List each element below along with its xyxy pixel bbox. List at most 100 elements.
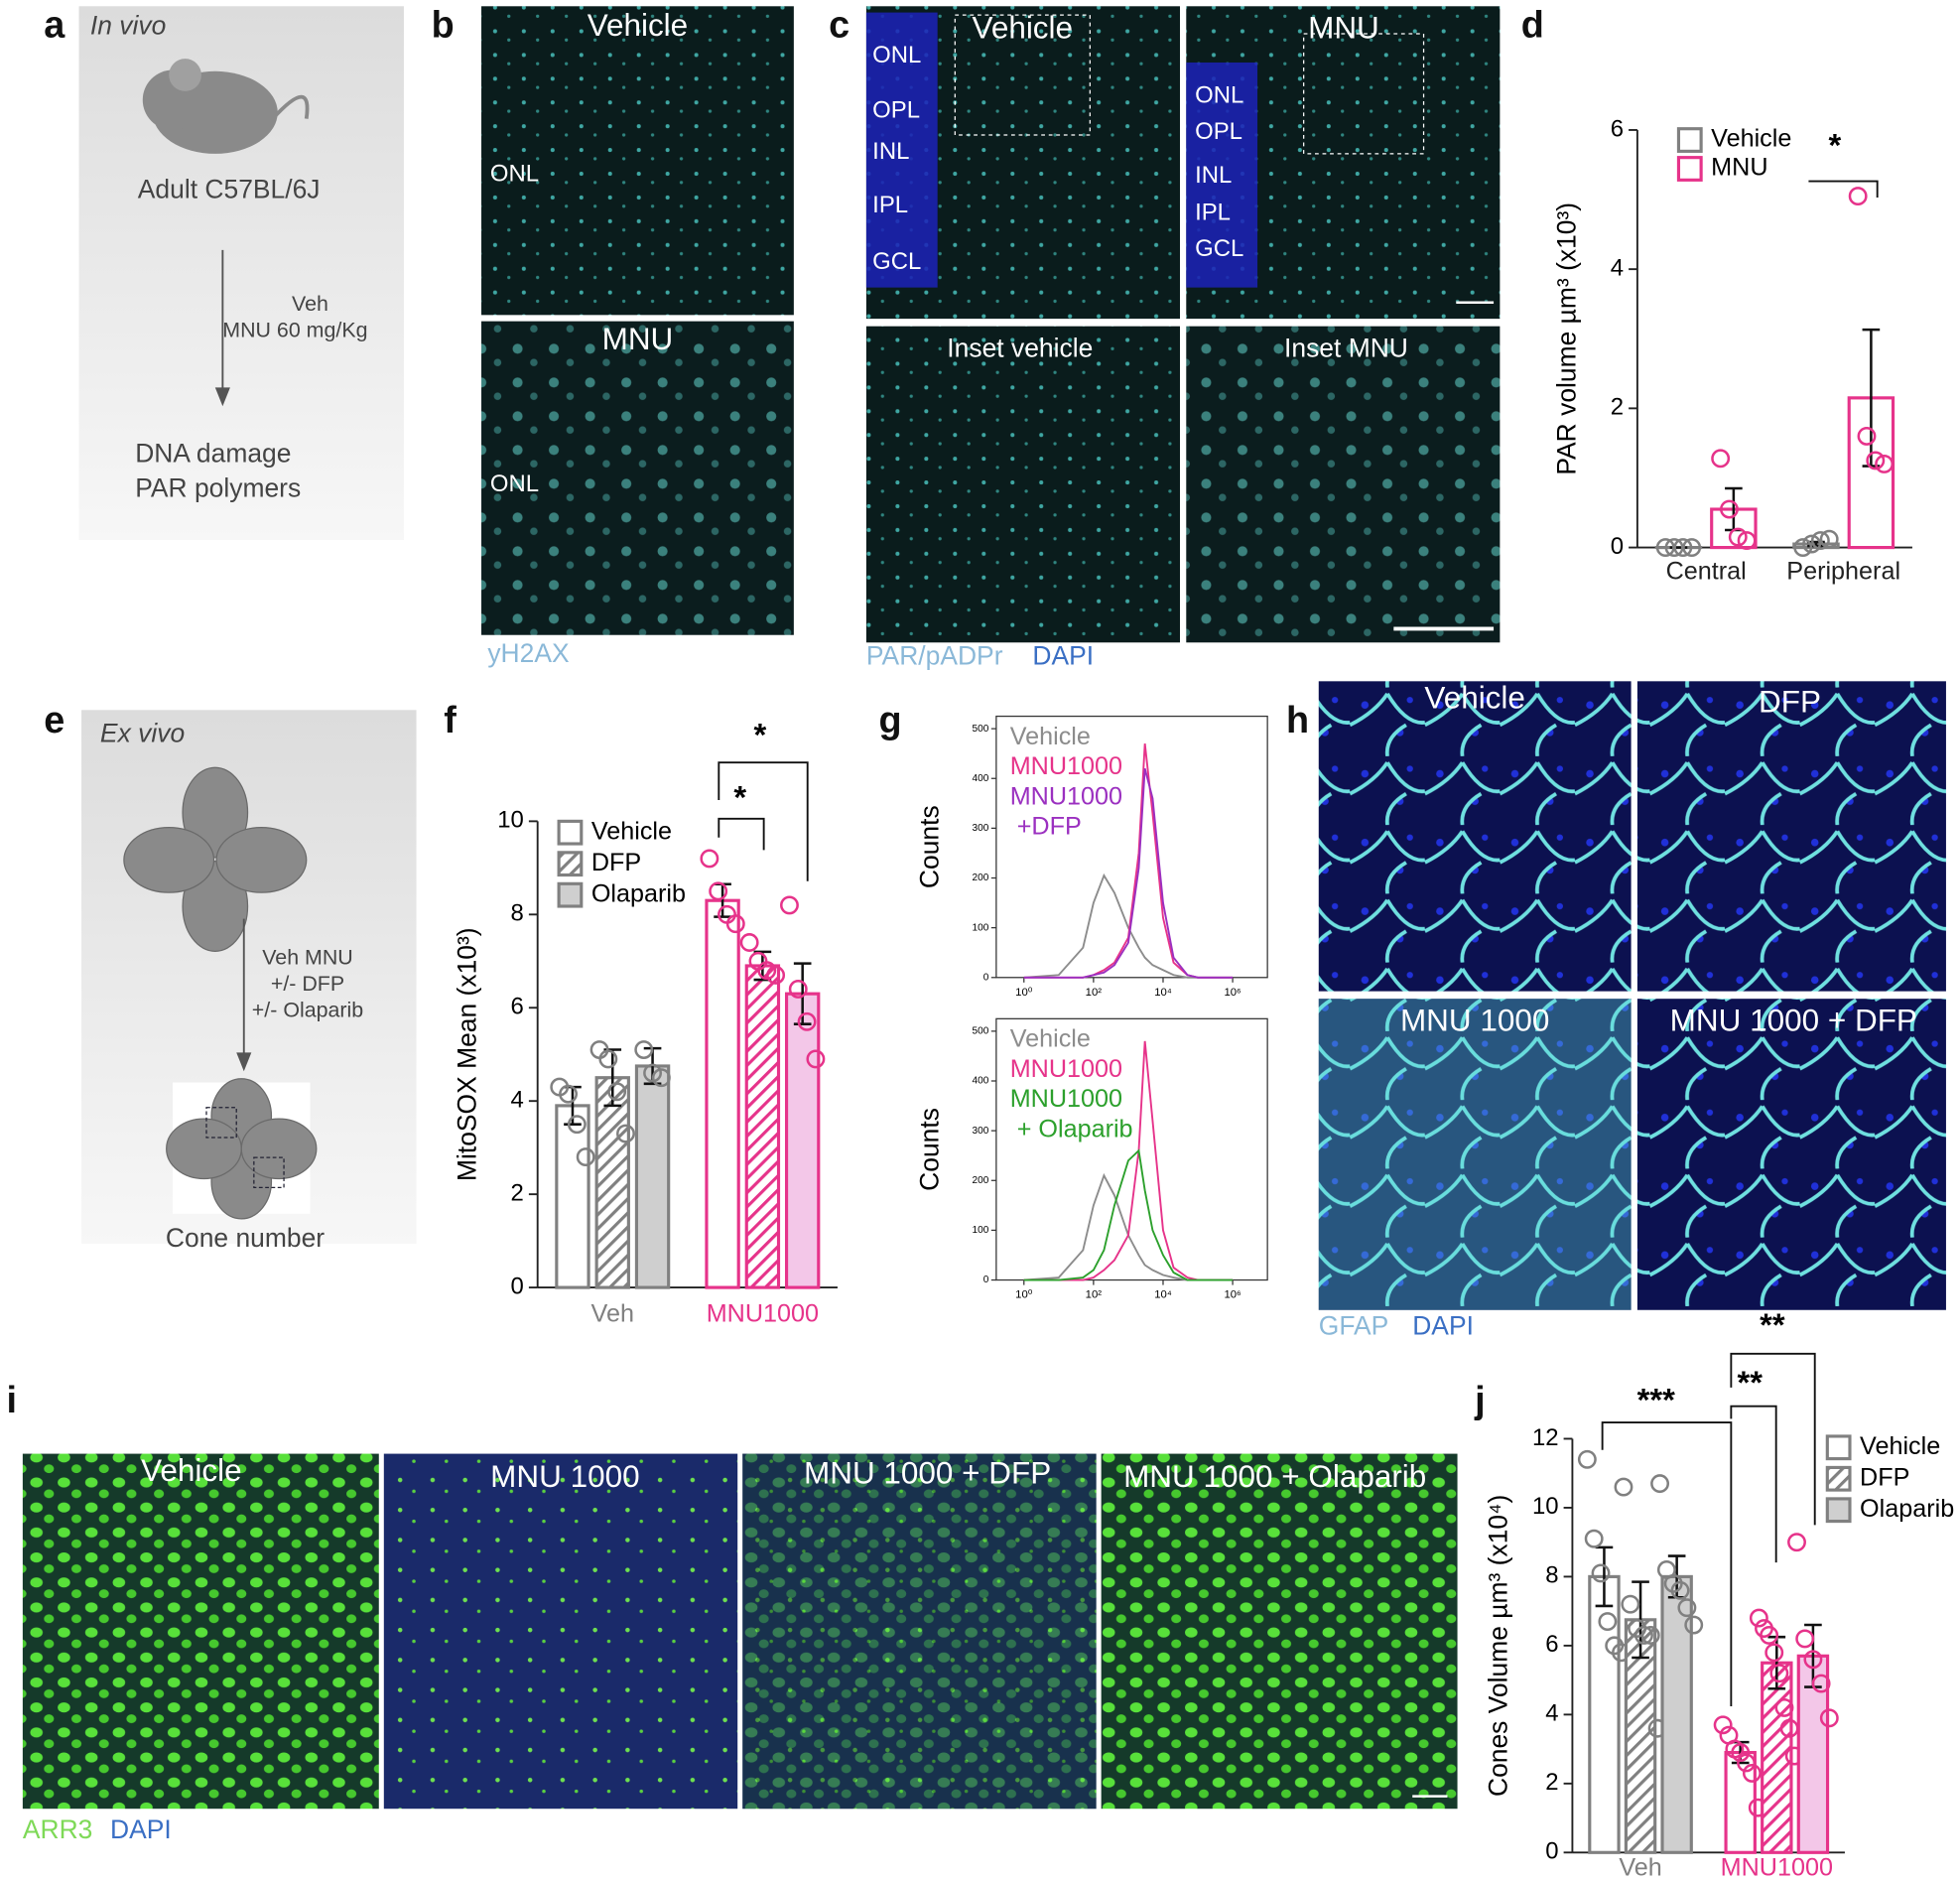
y-axis-label: PAR volume µm³ (x10³) — [1552, 202, 1582, 475]
panel-label: c — [829, 5, 849, 47]
data-point — [797, 1011, 817, 1031]
significance-label: * — [733, 779, 746, 816]
data-point — [559, 1084, 579, 1104]
mouse-label: Adult C57BL/6J — [138, 175, 321, 204]
data-point — [616, 1124, 635, 1143]
panel-label: g — [878, 700, 901, 741]
legend-swatch — [1676, 156, 1703, 182]
plot-frame — [995, 1017, 1268, 1281]
stain-label: PAR/pADPr — [866, 640, 1003, 670]
data-point — [1803, 1650, 1823, 1670]
data-point — [1811, 1674, 1831, 1693]
layer-label: IPL — [1195, 200, 1231, 226]
legend-label: Vehicle — [591, 817, 672, 845]
histogram-line — [1023, 1148, 1234, 1281]
data-point — [1614, 1477, 1633, 1497]
bar — [744, 964, 781, 1289]
legend-swatch — [1676, 127, 1703, 153]
image-title: MNU — [602, 322, 674, 356]
panel-label: e — [44, 700, 65, 741]
retina-icon — [166, 1078, 318, 1220]
data-point — [1857, 426, 1877, 446]
stain-label: GFAP — [1319, 1310, 1389, 1340]
x-tick-label: Veh — [1619, 1853, 1661, 1880]
micrograph — [383, 1453, 738, 1810]
plot-frame — [995, 715, 1268, 979]
data-point — [643, 1063, 663, 1083]
inset-box — [1303, 33, 1425, 155]
data-point — [1848, 187, 1868, 206]
data-point — [1731, 1743, 1751, 1763]
micrograph — [1318, 681, 1632, 992]
arrow-head — [214, 387, 230, 407]
y-tick-label: 0 — [983, 1275, 989, 1285]
data-point — [1866, 451, 1886, 470]
data-point — [1650, 1474, 1670, 1494]
data-point — [1819, 529, 1839, 549]
panel-label: b — [432, 5, 455, 47]
data-point — [1742, 1763, 1762, 1783]
bar — [594, 1076, 630, 1289]
diagram-title: In vivo — [90, 11, 166, 41]
legend-label: MNU1000 +DFP — [1010, 782, 1122, 840]
image-title: Inset vehicle — [947, 334, 1093, 363]
data-point — [598, 1049, 618, 1069]
y-tick-label: 4 — [1545, 1700, 1558, 1727]
data-point — [1810, 531, 1830, 551]
y-tick-label: 200 — [973, 1175, 989, 1186]
stain-label: DAPI — [1412, 1310, 1474, 1340]
y-tick-label: 4 — [1611, 254, 1624, 281]
y-tick-label: 400 — [973, 1076, 989, 1087]
x-tick-label: Peripheral — [1786, 557, 1900, 585]
panel-label: i — [6, 1380, 17, 1421]
layer-label: ONL — [872, 42, 921, 68]
bar — [634, 1064, 671, 1289]
significance-label: ** — [1737, 1364, 1763, 1401]
data-point — [788, 980, 808, 999]
micrograph — [1636, 999, 1946, 1310]
data-point — [1677, 1598, 1697, 1618]
y-tick-label: 100 — [973, 922, 989, 933]
legend-label: DFP — [1860, 1463, 1909, 1491]
bar — [1660, 1574, 1693, 1854]
data-point — [1711, 449, 1731, 469]
y-tick-label: 500 — [973, 1026, 989, 1037]
significance-bracket — [1730, 1405, 1777, 1563]
data-point — [725, 914, 745, 934]
data-point — [709, 881, 728, 901]
y-tick-label: 10 — [497, 807, 524, 834]
histogram-line — [1023, 767, 1234, 979]
micrograph-overlay — [1318, 999, 1632, 1310]
significance-label: * — [1828, 126, 1841, 163]
x-tick-label: 10² — [1086, 1289, 1103, 1301]
data-point — [700, 849, 719, 869]
y-tick-label: 400 — [973, 773, 989, 784]
legend-label: MNU1000 — [1010, 1055, 1122, 1083]
y-tick-label: 0 — [1545, 1838, 1558, 1865]
data-point — [757, 961, 777, 981]
stain-label: DAPI — [1032, 640, 1094, 670]
data-point — [1634, 1626, 1653, 1645]
y-axis-label: Cones Volume µm³ (x10⁴) — [1483, 1495, 1512, 1797]
data-point — [1621, 1594, 1640, 1614]
layer-label: ONL — [1195, 81, 1243, 108]
micrograph — [1101, 1453, 1458, 1810]
legend-swatch — [1825, 1497, 1852, 1524]
data-point — [1591, 1563, 1611, 1583]
outcome: PAR polymers — [135, 473, 301, 503]
y-axis-label: MitoSOX Mean (x10³) — [452, 927, 481, 1181]
data-point — [1787, 1533, 1806, 1552]
legend-swatch — [557, 851, 584, 877]
data-point — [1760, 1626, 1779, 1645]
bar — [1796, 1654, 1830, 1854]
layer-label: INL — [872, 138, 909, 165]
data-point — [1802, 534, 1822, 554]
layer-label: GCL — [1195, 235, 1243, 262]
image-title: MNU 1000 — [490, 1459, 639, 1494]
x-tick-label: 10² — [1086, 987, 1103, 999]
significance-bracket — [718, 817, 765, 851]
data-point — [739, 933, 759, 952]
legend-swatch — [1825, 1465, 1852, 1492]
y-tick-label: 200 — [973, 873, 989, 883]
legend-label: MNU — [1711, 154, 1767, 182]
